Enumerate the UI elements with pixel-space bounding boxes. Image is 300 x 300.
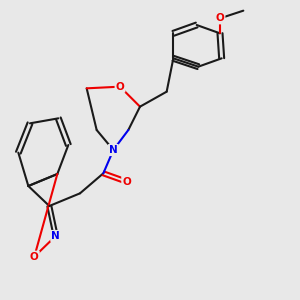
- Text: O: O: [122, 177, 131, 187]
- Text: O: O: [216, 13, 224, 23]
- Text: N: N: [51, 231, 60, 241]
- Text: O: O: [30, 252, 39, 262]
- Text: O: O: [116, 82, 124, 92]
- Text: N: N: [109, 145, 118, 155]
